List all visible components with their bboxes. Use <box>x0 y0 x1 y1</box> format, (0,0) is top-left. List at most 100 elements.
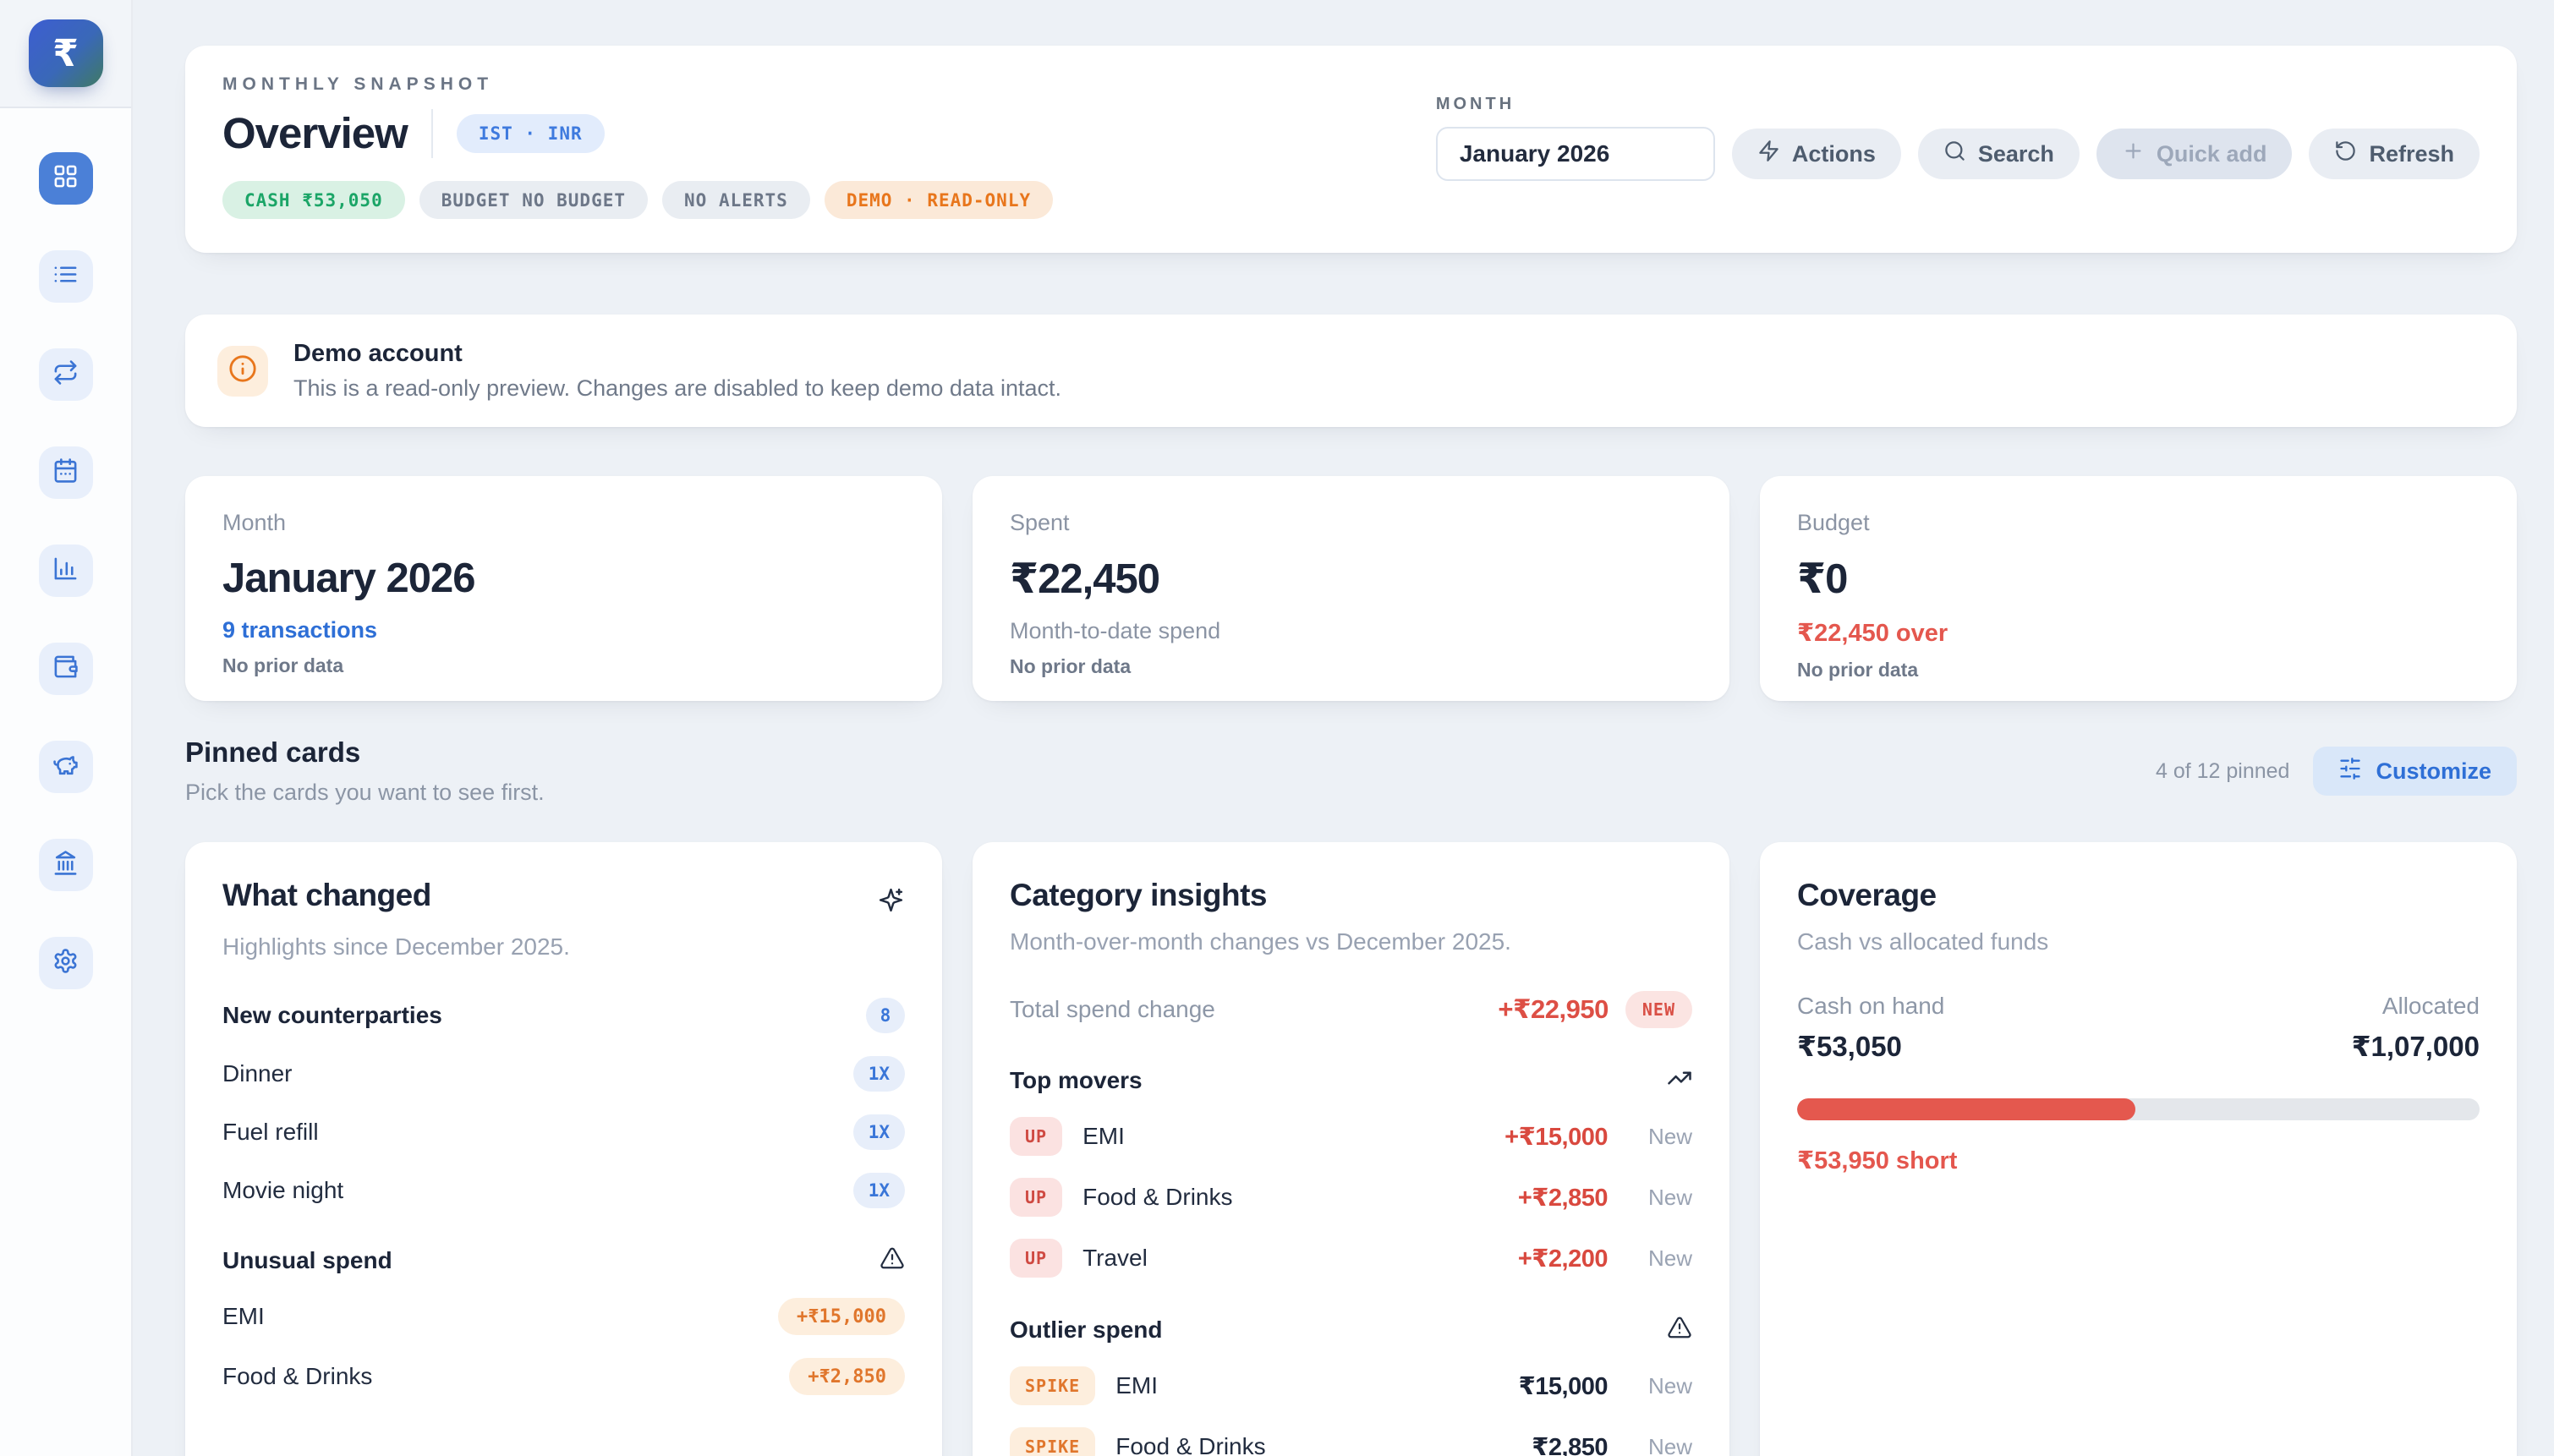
quick-add-button-label: Quick add <box>2156 140 2267 167</box>
cash-on-hand-label: Cash on hand <box>1797 993 1945 1019</box>
info-icon <box>228 354 257 387</box>
alerts-chip: NO ALERTS <box>662 181 810 219</box>
spent-card-label: Spent <box>1010 510 1070 535</box>
banner-text-block: Demo account This is a read-only preview… <box>293 340 1061 402</box>
unusual-spend-badge: +₹2,850 <box>789 1358 905 1395</box>
customize-button[interactable]: Customize <box>2313 747 2517 796</box>
demo-banner: Demo account This is a read-only preview… <box>185 315 2517 427</box>
actions-button-label: Actions <box>1791 140 1876 167</box>
repeat-icon <box>52 359 79 390</box>
sidebar-item-calendar[interactable] <box>38 446 93 499</box>
category-insights-title: Category insights <box>1010 878 1268 912</box>
pinned-title: Pinned cards <box>185 736 361 768</box>
header-left: MONTHLY SNAPSHOT Overview IST · INR CASH… <box>222 74 1054 219</box>
mover-label: Food & Drinks <box>1082 1184 1233 1210</box>
search-button-label: Search <box>1977 140 2054 167</box>
pinned-cards-header: Pinned cards Pick the cards you want to … <box>185 736 2517 806</box>
timezone-badge: IST · INR <box>456 113 605 153</box>
sidebar-item-recurring[interactable] <box>38 348 93 401</box>
unusual-spend-heading: Unusual spend <box>222 1246 392 1273</box>
mover-value: +₹2,850 <box>1517 1184 1609 1212</box>
cash-chip: CASH ₹53,050 <box>222 181 405 219</box>
spent-card-note: No prior data <box>1010 655 1132 677</box>
pinned-subtitle: Pick the cards you want to see first. <box>185 780 545 805</box>
spike-tag-badge: SPIKE <box>1010 1427 1096 1456</box>
outlier-note: New <box>1647 1372 1692 1399</box>
budget-card-label: Budget <box>1797 510 1870 535</box>
month-input[interactable] <box>1435 127 1715 181</box>
grid-icon <box>52 163 79 194</box>
status-chips-row: CASH ₹53,050 BUDGET NO BUDGET NO ALERTS … <box>222 181 1054 219</box>
sidebar-item-savings[interactable] <box>38 741 93 793</box>
top-mover-row: UP EMI +₹15,000 New <box>1010 1117 1692 1156</box>
counterparty-row: Fuel refill 1X <box>222 1114 905 1150</box>
list-icon <box>52 261 79 292</box>
spent-card-value: ₹22,450 <box>1010 556 1160 602</box>
sidebar-item-bank[interactable] <box>38 839 93 891</box>
mover-label: EMI <box>1082 1123 1125 1149</box>
header-card: MONTHLY SNAPSHOT Overview IST · INR CASH… <box>185 46 2517 253</box>
outlier-label: Food & Drinks <box>1115 1433 1266 1456</box>
category-insights-card: Category insights Month-over-month chang… <box>973 842 1729 1456</box>
piggy-bank-icon <box>52 752 79 782</box>
search-icon <box>1943 140 1966 168</box>
refresh-button[interactable]: Refresh <box>2309 129 2480 179</box>
outlier-label: EMI <box>1115 1372 1158 1399</box>
logo-section: ₹ <box>0 0 131 108</box>
budget-card-note: No prior data <box>1797 659 1919 681</box>
up-tag-badge: UP <box>1010 1178 1063 1217</box>
top-movers-heading: Top movers <box>1010 1066 1143 1093</box>
mover-note: New <box>1647 1184 1692 1210</box>
wallet-icon <box>52 654 79 684</box>
pinned-count: 4 of 12 pinned <box>2155 758 2290 783</box>
what-changed-card: What changed Highlights since December 2… <box>185 842 942 1456</box>
quick-add-button[interactable]: Quick add <box>2096 129 2293 179</box>
new-counterparties-heading: New counterparties <box>222 1002 442 1028</box>
what-changed-title: What changed <box>222 878 431 912</box>
new-badge: NEW <box>1625 991 1692 1028</box>
banner-title: Demo account <box>293 340 463 367</box>
search-button[interactable]: Search <box>1917 129 2080 179</box>
refresh-icon <box>2334 140 2357 168</box>
month-card-value: January 2026 <box>222 556 476 601</box>
transactions-link[interactable]: 9 transactions <box>222 617 378 643</box>
unusual-spend-badge: +₹15,000 <box>778 1298 905 1335</box>
warning-icon <box>880 1245 905 1275</box>
calendar-icon <box>52 457 79 488</box>
coverage-progress-fill <box>1797 1098 2136 1120</box>
outlier-row: SPIKE EMI ₹15,000 New <box>1010 1366 1692 1405</box>
what-changed-subtitle: Highlights since December 2025. <box>222 933 570 960</box>
sparkles-icon <box>877 886 905 918</box>
banner-message: This is a read-only preview. Changes are… <box>293 375 1062 401</box>
mover-note: New <box>1647 1245 1692 1271</box>
spent-summary-card: Spent ₹22,450 Month-to-date spend No pri… <box>973 476 1729 701</box>
sidebar-item-transactions[interactable] <box>38 250 93 303</box>
coverage-card: Coverage Cash vs allocated funds Cash on… <box>1760 842 2517 1456</box>
counterparty-row: Dinner 1X <box>222 1056 905 1092</box>
outlier-note: New <box>1647 1433 1692 1456</box>
allocated-label: Allocated <box>2381 993 2480 1019</box>
outlier-row: SPIKE Food & Drinks ₹2,850 New <box>1010 1427 1692 1456</box>
main-content: MONTHLY SNAPSHOT Overview IST · INR CASH… <box>133 0 2554 1456</box>
sidebar-item-wallet[interactable] <box>38 643 93 695</box>
sidebar-item-dashboard[interactable] <box>38 152 93 205</box>
eyebrow-label: MONTHLY SNAPSHOT <box>222 74 494 94</box>
actions-button[interactable]: Actions <box>1731 129 1901 179</box>
month-card-note: No prior data <box>222 654 344 676</box>
budget-card-value: ₹0 <box>1797 556 1848 602</box>
bar-chart-icon <box>52 556 79 586</box>
coverage-progress-track <box>1797 1098 2480 1120</box>
info-icon-box <box>217 345 268 397</box>
counterparty-label: Dinner <box>222 1060 293 1087</box>
customize-button-label: Customize <box>2376 758 2491 784</box>
zap-icon <box>1757 140 1780 168</box>
sidebar-nav <box>0 108 131 989</box>
warning-icon <box>1667 1315 1692 1344</box>
coverage-subtitle: Cash vs allocated funds <box>1797 928 2049 955</box>
sidebar-item-reports[interactable] <box>38 545 93 597</box>
top-mover-row: UP Food & Drinks +₹2,850 New <box>1010 1178 1692 1217</box>
sidebar-item-settings[interactable] <box>38 937 93 989</box>
app-logo[interactable]: ₹ <box>28 19 103 87</box>
total-spend-label: Total spend change <box>1010 996 1215 1022</box>
pinned-header-right: 4 of 12 pinned Customize <box>2156 747 2517 796</box>
